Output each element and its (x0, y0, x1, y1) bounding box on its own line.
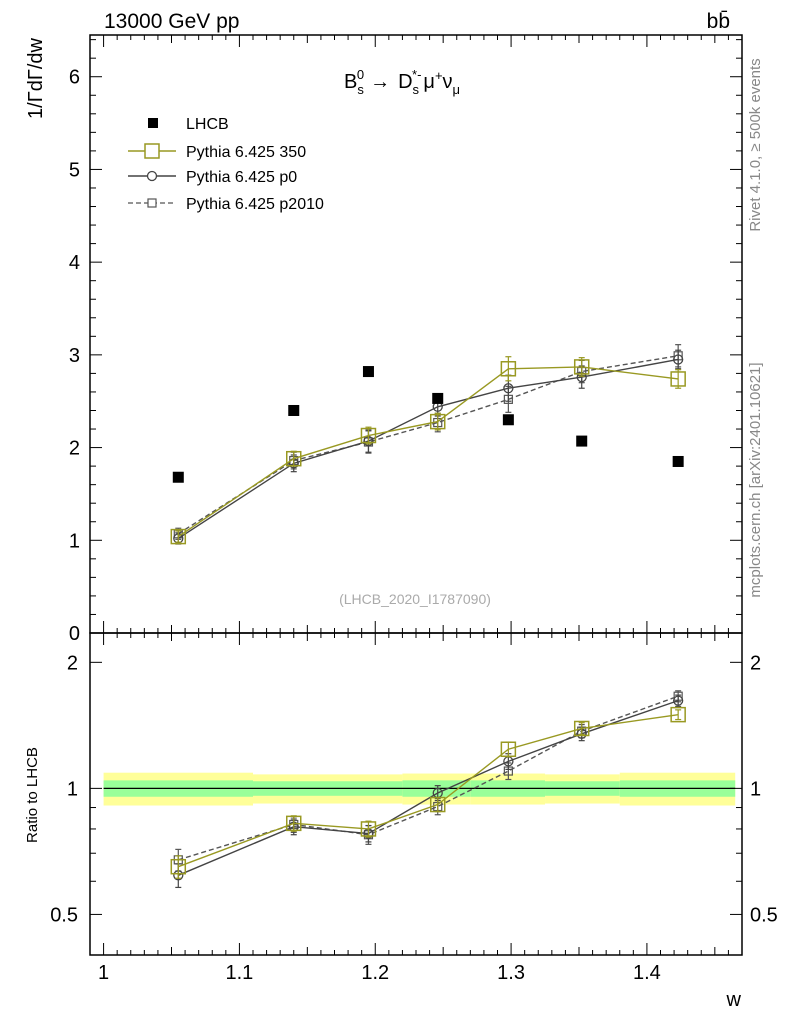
y-tick-label-main-1: 1 (69, 530, 80, 552)
header-process-label: bb̄ (707, 10, 730, 33)
point-ratio-pythia-6-425-350-6 (670, 706, 686, 723)
legend-marker-pythia-p2010 (147, 198, 157, 208)
legend-marker-pythia-p0 (146, 170, 158, 182)
axis-ticks (90, 35, 742, 955)
title-part-nu: ν (443, 71, 453, 93)
point-ratio-pythia-6-425-350-1 (286, 815, 302, 832)
point-main-pythia-6-425-350-4 (500, 361, 517, 377)
y-axis-label-ratio: Ratio to LHCB (24, 747, 41, 843)
x-tick-label-1: 1.1 (226, 962, 254, 984)
point-main-pythia-6-425-350-2 (360, 427, 377, 444)
point-lhcb-0 (172, 471, 184, 483)
title-part-mu: μ (423, 71, 435, 93)
y-tick-label-main-5: 5 (69, 159, 80, 181)
y-tick-label-ratio-right-0: 0.5 (750, 904, 778, 926)
title-part-d-sub: s (413, 82, 420, 97)
point-ratio-pythia-6-425-350-2 (360, 821, 377, 837)
point-ratio-pythia-6-425-350-3 (429, 796, 446, 813)
analysis-id-label: (LHCB_2020_I1787090) (339, 591, 491, 607)
point-main-pythia-6-425-350-1 (286, 450, 302, 467)
point-lhcb-4 (502, 414, 514, 426)
legend: LHCB Pythia 6.425 350 Pythia 6.425 p0 Py… (128, 116, 324, 213)
y-tick-label-main-2: 2 (69, 438, 80, 460)
ratio-uncertainty-band (103, 772, 736, 806)
title-part-arrow: → (370, 71, 390, 93)
y-tick-label-ratio-left-0: 0.5 (50, 904, 78, 926)
legend-label-pythia-p0: Pythia 6.425 p0 (186, 169, 297, 186)
point-lhcb-2 (362, 366, 374, 378)
header-collision-title: 13000 GeV pp (104, 10, 239, 33)
series-line-main-pythia-6-425-350 (177, 366, 679, 538)
title-part-b-sup: 0 (357, 67, 364, 82)
y-tick-label-ratio-right-1: 1 (750, 778, 761, 800)
point-main-pythia-6-425-350-6 (670, 371, 686, 387)
legend-marker-lhcb (148, 118, 158, 128)
x-axis-label: w (726, 989, 742, 1011)
point-main-pythia-6-425-350-5 (573, 359, 590, 375)
title-part-nu-sub: μ (453, 82, 461, 97)
series-line-main-pythia-6-425-p2010 (177, 355, 679, 535)
rivet-version-label: Rivet 4.1.0, ≥ 500k events (747, 58, 764, 231)
x-tick-label-0: 1 (98, 962, 109, 984)
title-part-d: D (398, 71, 412, 93)
title-part-d-sup: *- (412, 67, 421, 82)
legend-label-pythia-350: Pythia 6.425 350 (186, 144, 306, 161)
y-tick-label-ratio-left-1: 1 (67, 778, 78, 800)
y-tick-label-ratio-right-2: 2 (750, 652, 761, 674)
series-layer (170, 344, 686, 889)
series-line-main-pythia-6-425-p0 (177, 358, 679, 540)
chart-title: Bs0 → Ds*- μ+νμ (344, 67, 460, 97)
title-part-b-sub: s (357, 82, 364, 97)
point-main-pythia-6-425-p0-4 (503, 383, 514, 394)
point-ratio-pythia-6-425-350-0 (170, 858, 187, 875)
legend-marker-pythia-350 (144, 143, 160, 159)
point-lhcb-1 (288, 404, 300, 416)
y-tick-label-main-4: 4 (69, 252, 80, 274)
point-lhcb-5 (576, 435, 588, 447)
axis-tick-labels: 0 1 2 3 4 5 6 0.5 0.5 1 1 2 2 1 1.1 1.2 1.3 1.4 (50, 67, 778, 984)
x-tick-label-4: 1.4 (633, 962, 661, 984)
point-main-pythia-6-425-p0-6 (673, 354, 684, 365)
y-tick-label-main-0: 0 (69, 623, 80, 645)
point-lhcb-3 (432, 392, 444, 404)
title-part-b: B (344, 71, 357, 93)
y-tick-label-main-6: 6 (69, 67, 80, 89)
legend-label-lhcb: LHCB (186, 116, 229, 133)
point-lhcb-6 (672, 455, 684, 467)
legend-label-pythia-p2010: Pythia 6.425 p2010 (186, 196, 324, 213)
x-tick-label-3: 1.3 (497, 962, 525, 984)
y-tick-label-ratio-left-2: 2 (67, 652, 78, 674)
mcplots-credit-label: mcplots.cern.ch [arXiv:2401.10621] (747, 362, 764, 597)
point-ratio-pythia-6-425-350-5 (573, 720, 590, 737)
point-ratio-pythia-6-425-350-4 (500, 741, 517, 758)
y-axis-label-main: 1/ΓdΓ/dw (25, 37, 47, 119)
point-main-pythia-6-425-350-0 (170, 528, 187, 545)
y-tick-label-main-3: 3 (69, 345, 80, 367)
point-ratio-pythia-6-425-p0-6 (673, 695, 684, 706)
title-part-mu-sup: + (435, 68, 443, 83)
point-main-pythia-6-425-350-3 (429, 413, 446, 430)
x-tick-label-2: 1.2 (361, 962, 389, 984)
